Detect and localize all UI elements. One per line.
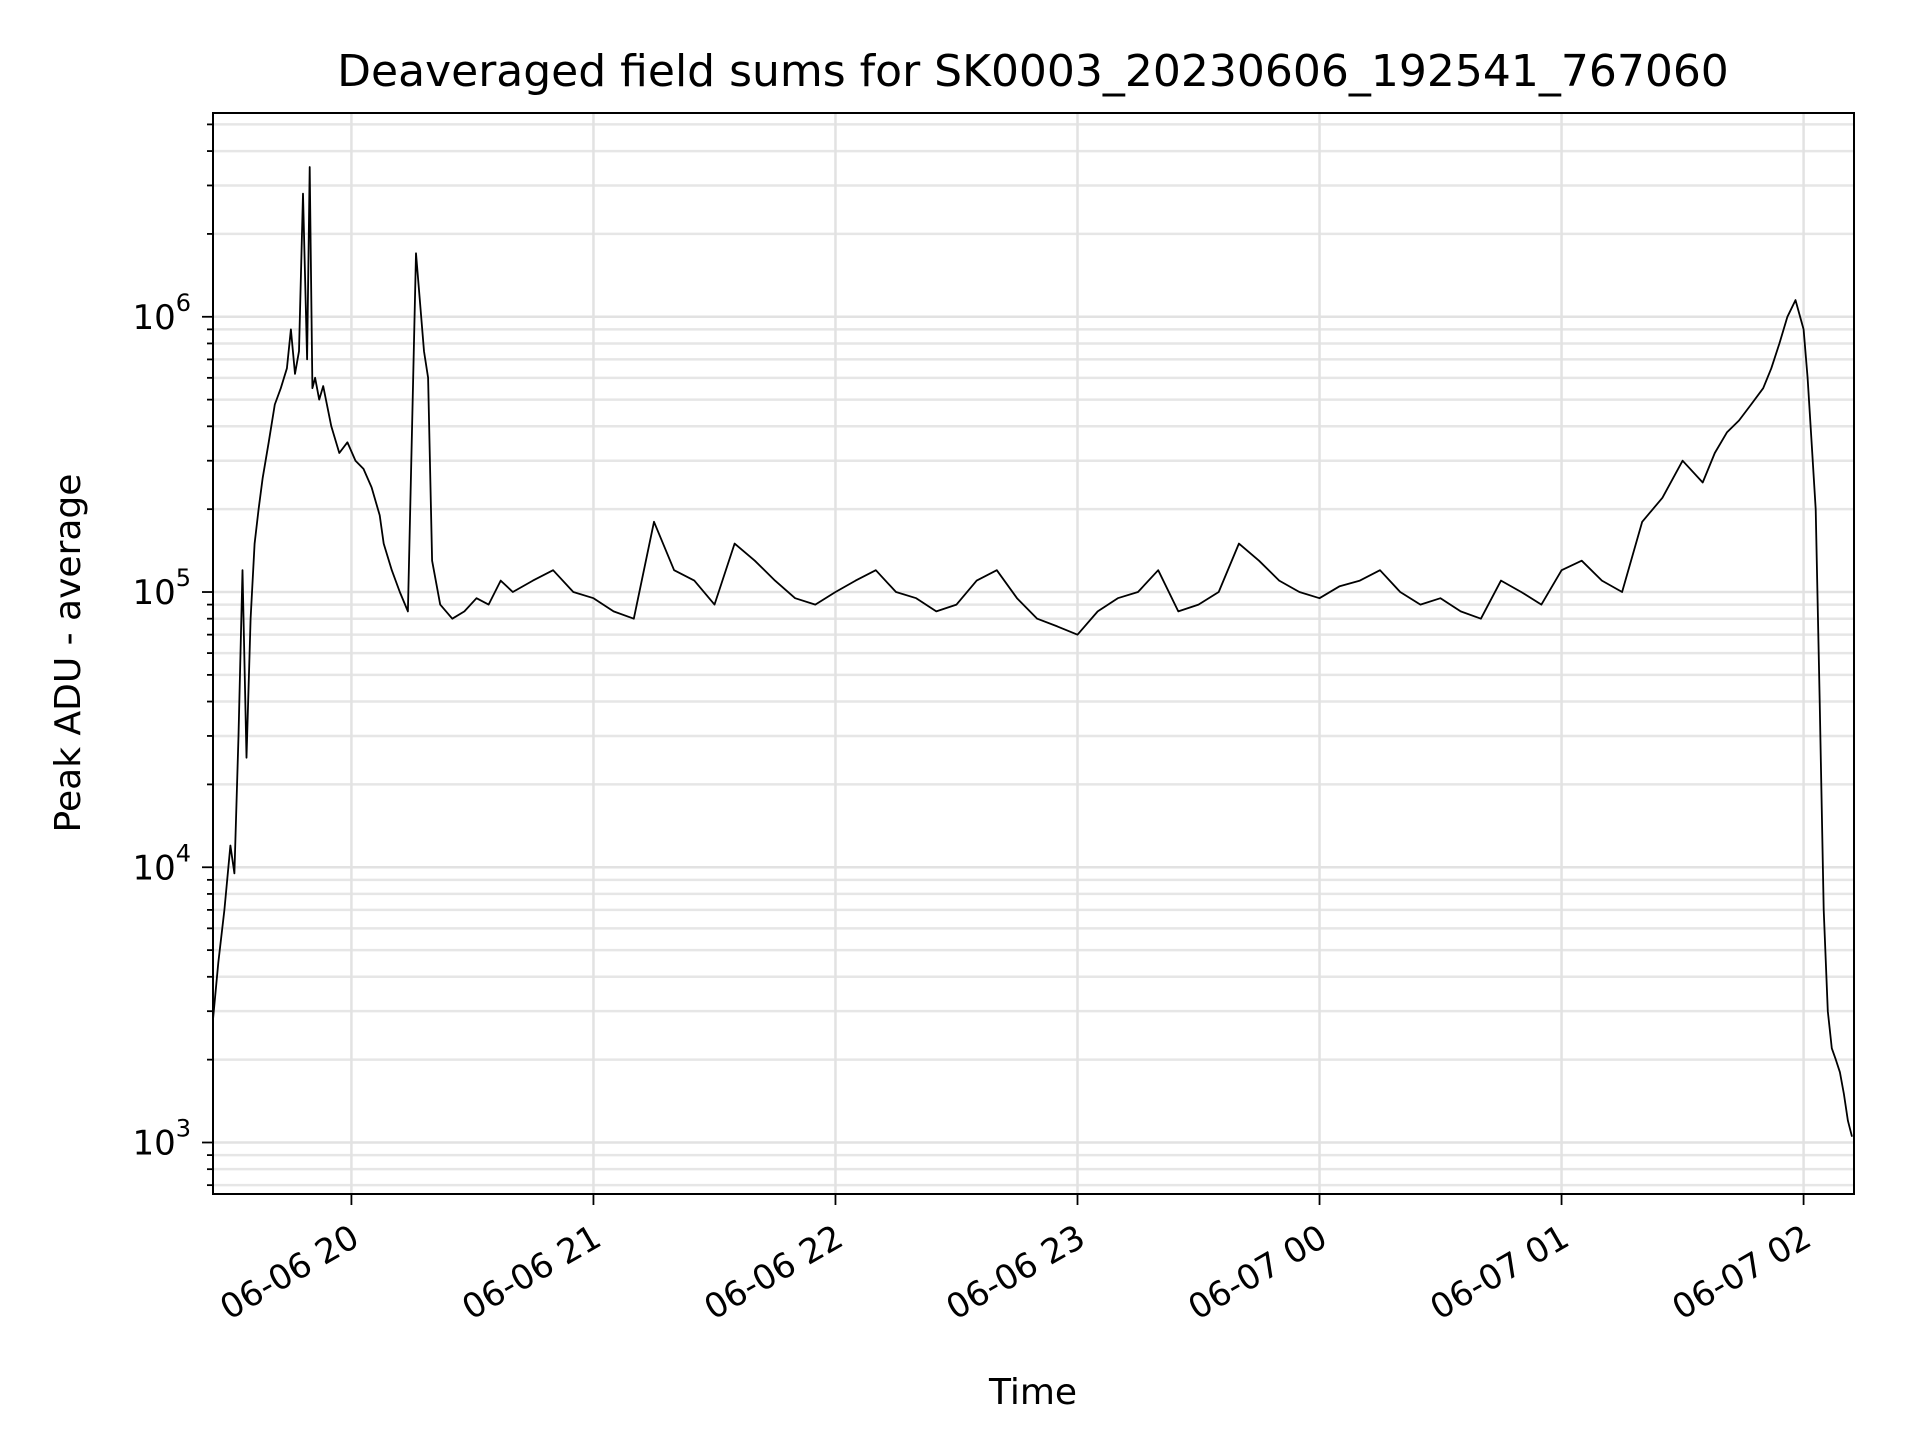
chart-title: Deaveraged field sums for SK0003_2023060…: [337, 46, 1729, 97]
x-tick-label: 06-07 01: [1424, 1217, 1576, 1328]
x-tick-label: 06-06 20: [214, 1217, 366, 1328]
y-tick-label: 105: [132, 564, 191, 613]
y-tick-label: 104: [132, 839, 191, 888]
y-tick-label: 106: [132, 289, 191, 338]
y-tick-label: 103: [132, 1115, 191, 1164]
x-axis-ticks: 06-06 20 06-06 21 06-06 22 06-06 23 06-07 00…: [214, 1194, 1818, 1328]
x-tick-label: 06-06 22: [698, 1217, 850, 1328]
series: [212, 166, 1853, 1137]
x-tick-label: 06-06 23: [940, 1217, 1092, 1328]
x-tick-label: 06-06 21: [456, 1217, 608, 1328]
grid: [213, 113, 1854, 1194]
plot-frame: [212, 112, 1855, 1195]
y-axis-ticks: 103 104 105 106: [132, 123, 213, 1187]
x-tick-label: 06-07 02: [1666, 1217, 1818, 1328]
y-axis-label: Peak ADU - average: [48, 474, 89, 833]
x-axis-label: Time: [988, 1372, 1077, 1413]
series-line-0: [212, 166, 1853, 1137]
x-tick-label: 06-07 00: [1182, 1217, 1334, 1328]
